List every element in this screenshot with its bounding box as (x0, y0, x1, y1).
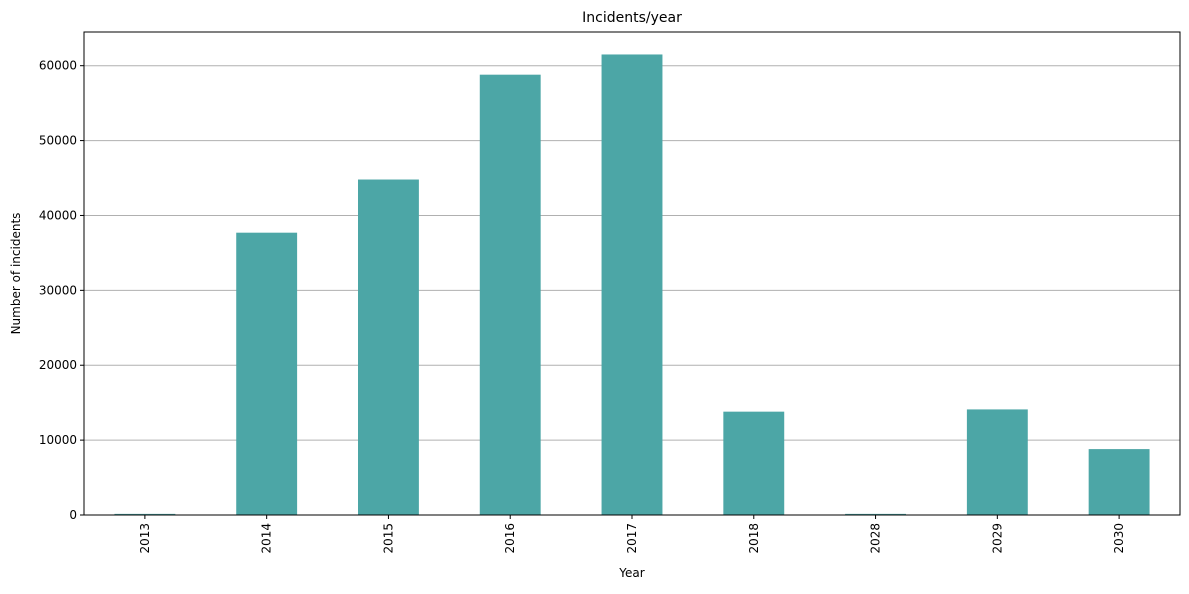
chart-title: Incidents/year (582, 10, 682, 26)
x-tick-label: 2028 (869, 523, 883, 554)
y-tick-label: 30000 (39, 283, 77, 297)
x-tick-label: 2030 (1112, 523, 1126, 554)
y-tick-label: 0 (69, 508, 77, 522)
bar-2014 (236, 232, 298, 516)
x-tick-label: 2014 (260, 523, 274, 554)
x-tick-label: 2017 (625, 523, 639, 554)
x-tick-label: 2018 (747, 523, 761, 554)
x-tick-label: 2029 (990, 523, 1004, 554)
bar-2016 (479, 74, 541, 516)
bar-2030 (1088, 449, 1150, 515)
bar-2017 (601, 54, 663, 515)
y-tick-label: 40000 (39, 208, 77, 222)
x-tick-label: 2015 (381, 523, 395, 554)
y-tick-label: 60000 (39, 59, 77, 73)
x-tick-label: 2013 (138, 523, 152, 554)
bars (114, 54, 1150, 516)
y-tick-label: 50000 (39, 134, 77, 148)
y-tick-label: 20000 (39, 358, 77, 372)
y-tick-label: 10000 (39, 433, 77, 447)
bar-2029 (966, 409, 1028, 515)
bar-2028 (845, 513, 906, 515)
bar-2015 (358, 179, 419, 515)
x-axis-ticks: 2013 2014 2015 2016 2017 2018 2028 2029 2030 (138, 515, 1126, 554)
x-axis-label: Year (618, 566, 644, 580)
y-axis-label: Number of incidents (9, 213, 23, 335)
bar-2013 (114, 513, 176, 515)
y-axis-ticks: 0 10000 20000 30000 40000 50000 60000 (39, 59, 84, 522)
x-tick-label: 2016 (503, 523, 517, 554)
bar-2018 (723, 411, 785, 515)
